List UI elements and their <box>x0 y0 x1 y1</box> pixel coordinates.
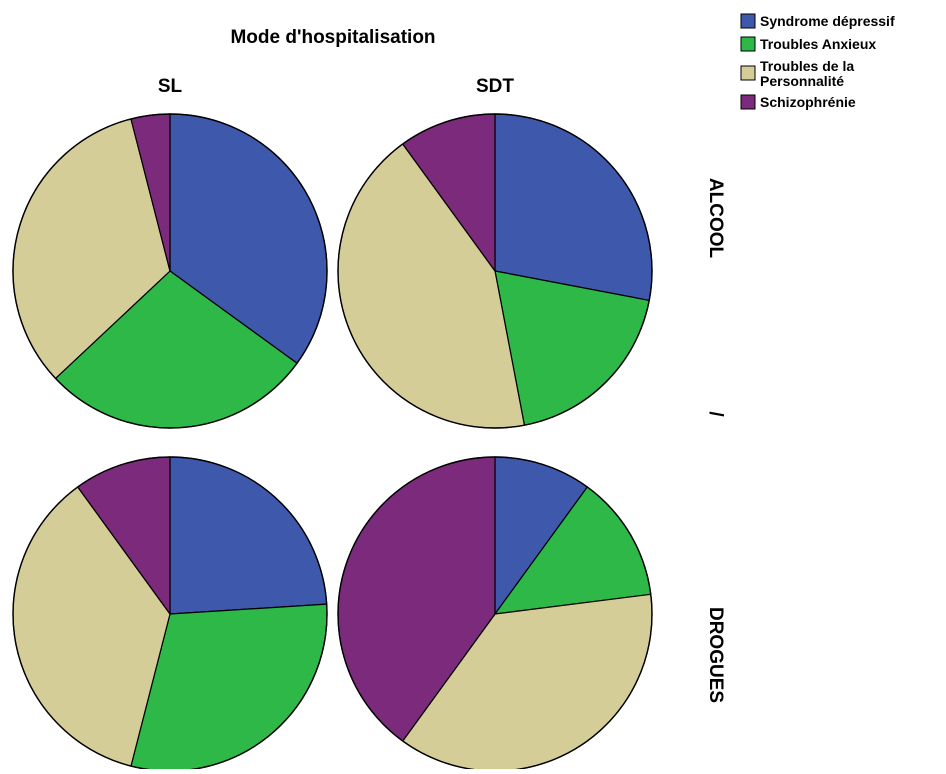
legend-swatch-troubles-personnalite <box>740 65 756 81</box>
row-label-drogues: DROGUES <box>705 607 726 703</box>
legend-swatch-schizophrenie <box>740 94 756 110</box>
chart-title: Mode d'hospitalisation <box>230 27 435 48</box>
pie-outline-alcool-sl <box>12 113 328 429</box>
legend-label-syndrome-depressif: Syndrome dépressif <box>760 13 895 29</box>
legend-label-schizophrenie: Schizophrénie <box>760 94 856 110</box>
legend-swatch-syndrome-depressif <box>740 13 756 29</box>
pie-slice-drogues-sl-syndrome-depressif <box>169 456 328 615</box>
legend: Syndrome dépressif Troubles Anxieux Trou… <box>740 13 895 110</box>
column-label-sl: SL <box>158 76 183 97</box>
legend-label-troubles-personnalite: Troubles de la Personnalité <box>760 58 858 89</box>
pie-outline-alcool-sdt <box>337 113 653 429</box>
legend-label-line-2: Personnalité <box>760 73 844 89</box>
legend-label-troubles-anxieux: Troubles Anxieux <box>760 36 876 52</box>
column-label-sdt: SDT <box>476 76 514 97</box>
pie-alcool-sl <box>12 113 328 429</box>
pie-slice-alcool-sdt-syndrome-depressif <box>494 113 653 302</box>
pie-panels <box>12 113 653 772</box>
legend-swatch-troubles-anxieux <box>740 36 756 52</box>
pie-alcool-sdt <box>337 113 653 429</box>
row-label-separator: / <box>705 411 726 417</box>
row-label-alcool: ALCOOL <box>705 178 726 259</box>
legend-label-line-1: Troubles de la <box>760 58 854 74</box>
pie-drogues-sdt <box>337 456 653 772</box>
pie-drogues-sl <box>12 456 328 772</box>
